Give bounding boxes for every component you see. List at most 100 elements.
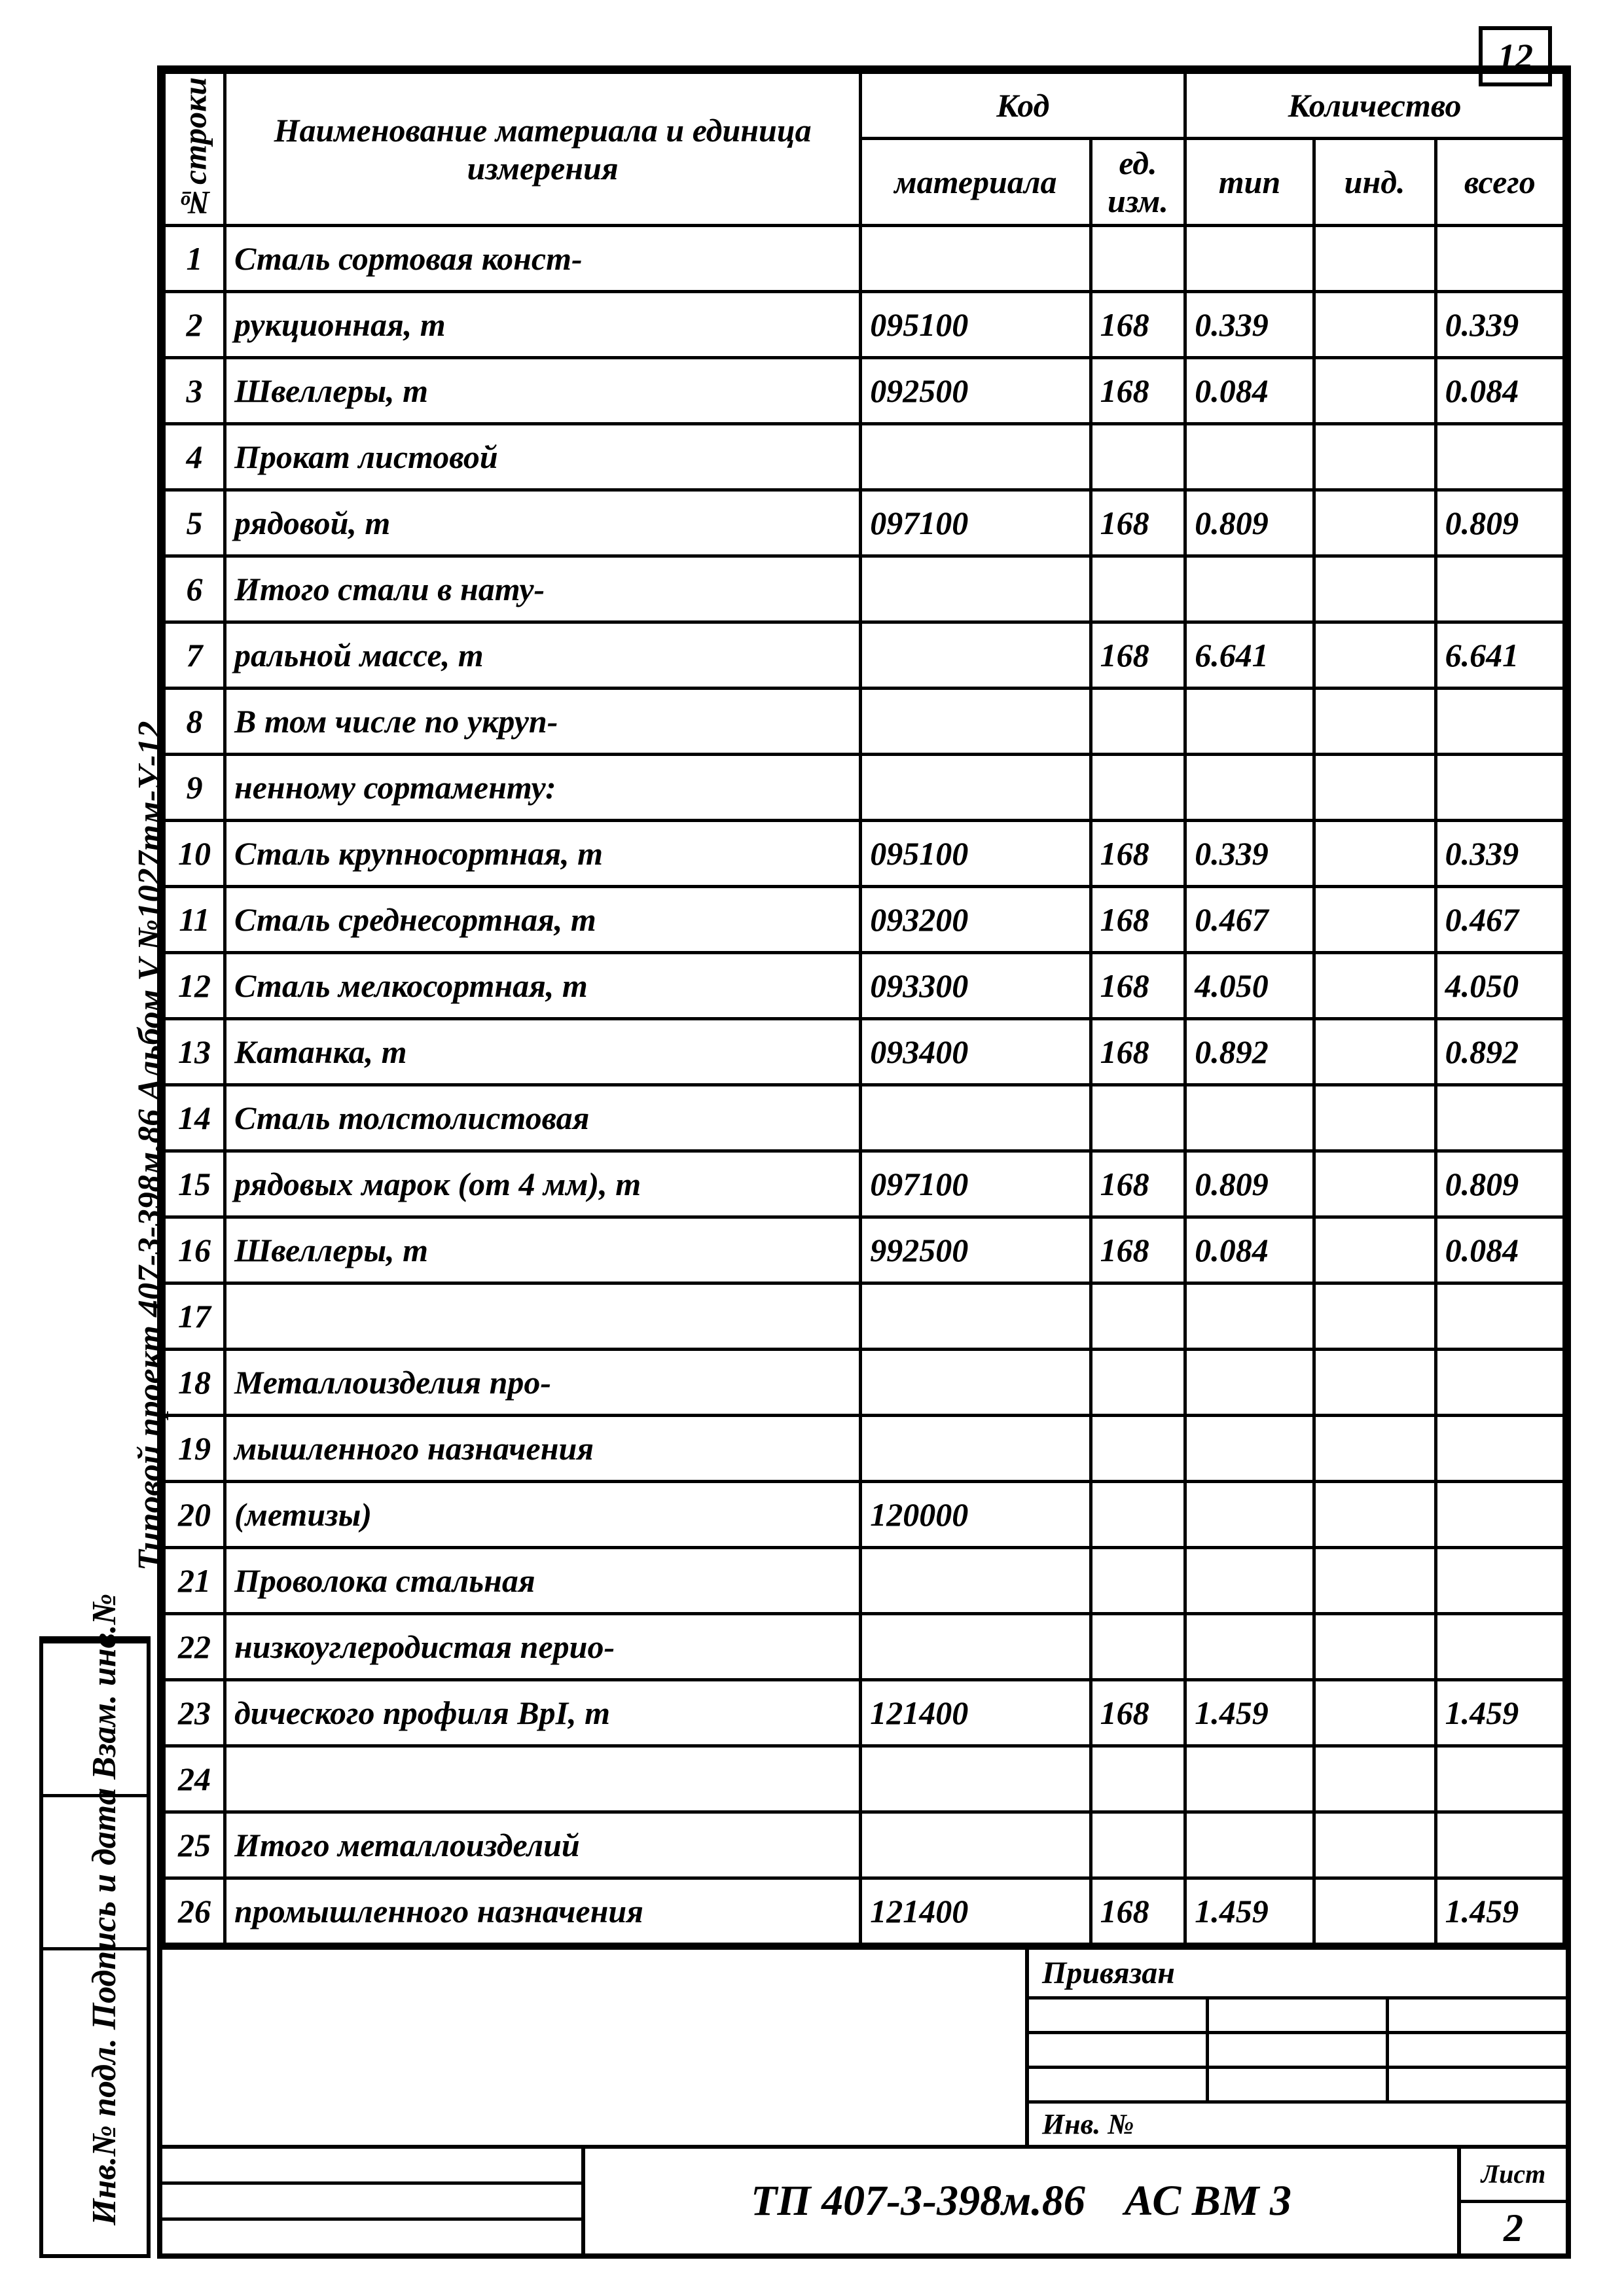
row-num: 7 <box>164 622 225 689</box>
row-vsego: 0.084 <box>1435 1217 1564 1283</box>
row-tip <box>1185 1812 1314 1878</box>
row-mat <box>861 1350 1091 1416</box>
row-ed: 168 <box>1091 622 1185 689</box>
table-row: 21Проволока стальная <box>164 1548 1564 1614</box>
row-tip <box>1185 1350 1314 1416</box>
row-mat <box>861 1812 1091 1878</box>
row-num: 18 <box>164 1350 225 1416</box>
row-num: 8 <box>164 689 225 755</box>
row-vsego <box>1435 1812 1564 1878</box>
row-mat <box>861 1416 1091 1482</box>
row-vsego: 0.339 <box>1435 292 1564 358</box>
row-mat: 120000 <box>861 1482 1091 1548</box>
row-num: 26 <box>164 1878 225 1945</box>
row-tip <box>1185 1746 1314 1812</box>
header-ind: инд. <box>1314 139 1435 226</box>
row-ed: 168 <box>1091 292 1185 358</box>
table-row: 24 <box>164 1746 1564 1812</box>
row-num: 12 <box>164 953 225 1019</box>
row-mat: 121400 <box>861 1680 1091 1746</box>
row-mat <box>861 556 1091 622</box>
row-ind <box>1314 226 1435 292</box>
row-name <box>225 1746 860 1812</box>
row-vsego: 1.459 <box>1435 1878 1564 1945</box>
table-row: 10Сталь крупносортная, т0951001680.3390.… <box>164 821 1564 887</box>
row-num: 10 <box>164 821 225 887</box>
row-tip <box>1185 1548 1314 1614</box>
row-ind <box>1314 1217 1435 1283</box>
table-row: 4Прокат листовой <box>164 424 1564 490</box>
header-vsego: всего <box>1435 139 1564 226</box>
row-ed <box>1091 1416 1185 1482</box>
row-ed <box>1091 1085 1185 1151</box>
row-tip: 0.339 <box>1185 292 1314 358</box>
row-vsego: 0.809 <box>1435 490 1564 556</box>
row-num: 17 <box>164 1283 225 1350</box>
row-vsego <box>1435 1746 1564 1812</box>
row-num: 23 <box>164 1680 225 1746</box>
table-row: 12Сталь мелкосортная, т0933001684.0504.0… <box>164 953 1564 1019</box>
title-mark: АС ВМ 3 <box>1125 2176 1291 2226</box>
row-vsego: 4.050 <box>1435 953 1564 1019</box>
row-name: рядовой, т <box>225 490 860 556</box>
row-vsego: 0.339 <box>1435 821 1564 887</box>
row-ed <box>1091 556 1185 622</box>
row-name: низкоуглеродистая перио- <box>225 1614 860 1680</box>
row-ind <box>1314 821 1435 887</box>
row-ed: 168 <box>1091 1019 1185 1085</box>
row-num: 14 <box>164 1085 225 1151</box>
row-name: Швеллеры, т <box>225 1217 860 1283</box>
table-row: 18Металлоизделия про- <box>164 1350 1564 1416</box>
table-row: 8В том числе по укруп- <box>164 689 1564 755</box>
row-name: Итого металлоизделий <box>225 1812 860 1878</box>
row-ind <box>1314 358 1435 424</box>
row-num: 5 <box>164 490 225 556</box>
row-mat <box>861 1614 1091 1680</box>
row-name: (метизы) <box>225 1482 860 1548</box>
table-row: 2рукционная, т0951001680.3390.339 <box>164 292 1564 358</box>
header-kod: Код <box>861 73 1185 139</box>
row-name: рядовых марок (от 4 мм), т <box>225 1151 860 1217</box>
row-vsego <box>1435 1416 1564 1482</box>
table-row: 26промышленного назначения121400168 1.459… <box>164 1878 1564 1945</box>
table-row: 22низкоуглеродистая перио- <box>164 1614 1564 1680</box>
row-ed: 168 <box>1091 1878 1185 1945</box>
row-mat: 121400 <box>861 1878 1091 1945</box>
row-mat: 097100 <box>861 1151 1091 1217</box>
row-name: ральной массе, т <box>225 622 860 689</box>
row-mat: 093300 <box>861 953 1091 1019</box>
row-mat <box>861 622 1091 689</box>
row-num: 4 <box>164 424 225 490</box>
row-ed <box>1091 1283 1185 1350</box>
row-name: Итого стали в нату- <box>225 556 860 622</box>
row-name: Проволока стальная <box>225 1548 860 1614</box>
row-mat <box>861 689 1091 755</box>
row-name: рукционная, т <box>225 292 860 358</box>
row-ed: 168 <box>1091 821 1185 887</box>
list-label: Лист <box>1461 2149 1566 2203</box>
row-ind <box>1314 292 1435 358</box>
row-num: 25 <box>164 1812 225 1878</box>
row-tip <box>1185 1482 1314 1548</box>
header-name: Наименование материала и единица измерен… <box>225 73 860 226</box>
table-row: 25Итого металлоизделий <box>164 1812 1564 1878</box>
row-name: промышленного назначения <box>225 1878 860 1945</box>
table-row: 6Итого стали в нату- <box>164 556 1564 622</box>
title-code: ТП 407-3-398м.86 <box>751 2176 1085 2226</box>
binding-block: Привязан Инв. № <box>162 1946 1566 2145</box>
table-row: 17 <box>164 1283 1564 1350</box>
row-name: Катанка, т <box>225 1019 860 1085</box>
row-ind <box>1314 490 1435 556</box>
list-number: 2 <box>1461 2203 1566 2254</box>
row-tip <box>1185 1416 1314 1482</box>
row-ed: 168 <box>1091 1151 1185 1217</box>
row-num: 9 <box>164 755 225 821</box>
row-num: 3 <box>164 358 225 424</box>
drawing-sheet: №строки Наименование материала и единица… <box>157 65 1571 2259</box>
row-name: Сталь толстолистовая <box>225 1085 860 1151</box>
row-ed: 168 <box>1091 887 1185 953</box>
row-name: Прокат листовой <box>225 424 860 490</box>
row-tip <box>1185 689 1314 755</box>
row-num: 21 <box>164 1548 225 1614</box>
row-num: 1 <box>164 226 225 292</box>
